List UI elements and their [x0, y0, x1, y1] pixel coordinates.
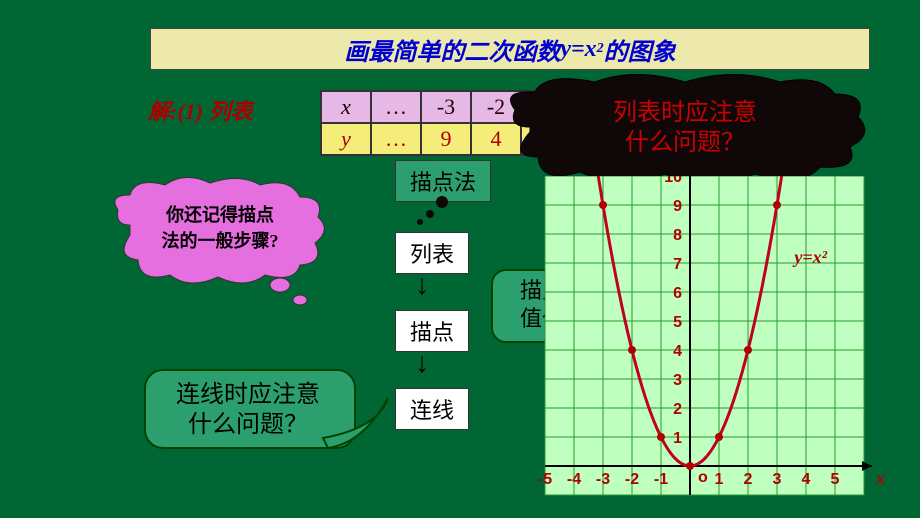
svg-text:5: 5 [831, 471, 840, 488]
svg-text:-3: -3 [596, 471, 610, 488]
cell: … [371, 91, 421, 123]
svg-text:-5: -5 [538, 471, 552, 488]
svg-text:-2: -2 [625, 471, 639, 488]
svg-text:5: 5 [673, 314, 682, 331]
svg-text:6: 6 [673, 285, 682, 302]
svg-text:y=x²: y=x² [792, 247, 827, 267]
eq-eq: = [571, 36, 585, 63]
svg-text:2: 2 [673, 401, 682, 418]
flow-step-3: 连线 [395, 388, 469, 430]
gs1-line1: 连线时应注意 [176, 381, 320, 408]
eq-x: x [585, 36, 597, 63]
svg-text:o: o [698, 469, 708, 486]
cell: -3 [421, 91, 471, 123]
page-title: 画最简单的二次函数 y = x 2 的图象 [150, 28, 870, 70]
eq-y: y [560, 36, 571, 63]
svg-text:4: 4 [673, 343, 682, 360]
dark-line2: 什么问题？ [625, 129, 745, 156]
eq-exp: 2 [597, 41, 604, 57]
flow-step-1: 列表 [395, 232, 469, 274]
flow-step-2: 描点 [395, 310, 469, 352]
svg-text:2: 2 [744, 471, 753, 488]
svg-text:4: 4 [802, 471, 811, 488]
arrow-down-icon: ↓ [415, 350, 429, 378]
gs1-line2: 什么问题？ [188, 411, 308, 438]
dark-line1: 列表时应注意 [613, 99, 757, 126]
svg-text:-4: -4 [567, 471, 581, 488]
arrow-down-icon: ↓ [415, 272, 429, 300]
pink-thought-bubble: 你还记得描点 法的一般步骤? [110, 175, 340, 315]
svg-text:x: x [875, 468, 885, 488]
svg-text:7: 7 [673, 256, 682, 273]
step-label: 解:(1) 列表 [148, 94, 252, 126]
svg-text:1: 1 [715, 471, 724, 488]
cell: … [371, 123, 421, 155]
cell: y [321, 123, 371, 155]
pink-line1: 你还记得描点 [165, 204, 274, 225]
svg-text:8: 8 [673, 227, 682, 244]
cell: 9 [421, 123, 471, 155]
pink-line2: 法的一般步骤? [162, 230, 279, 251]
parabola-graph: -5-4-3-2-11234512345678910oxyy=x² [490, 176, 890, 516]
cell: x [321, 91, 371, 123]
green-speech-bubble-1: 连线时应注意 什么问题？ [143, 368, 393, 488]
svg-text:3: 3 [773, 471, 782, 488]
svg-text:10: 10 [664, 176, 682, 186]
title-prefix: 画最简单的二次函数 [344, 32, 560, 67]
thought-dots-icon [412, 196, 452, 226]
svg-text:9: 9 [673, 198, 682, 215]
svg-text:-1: -1 [654, 471, 668, 488]
title-suffix: 的图象 [604, 32, 676, 67]
svg-text:1: 1 [673, 430, 682, 447]
svg-text:3: 3 [673, 372, 682, 389]
